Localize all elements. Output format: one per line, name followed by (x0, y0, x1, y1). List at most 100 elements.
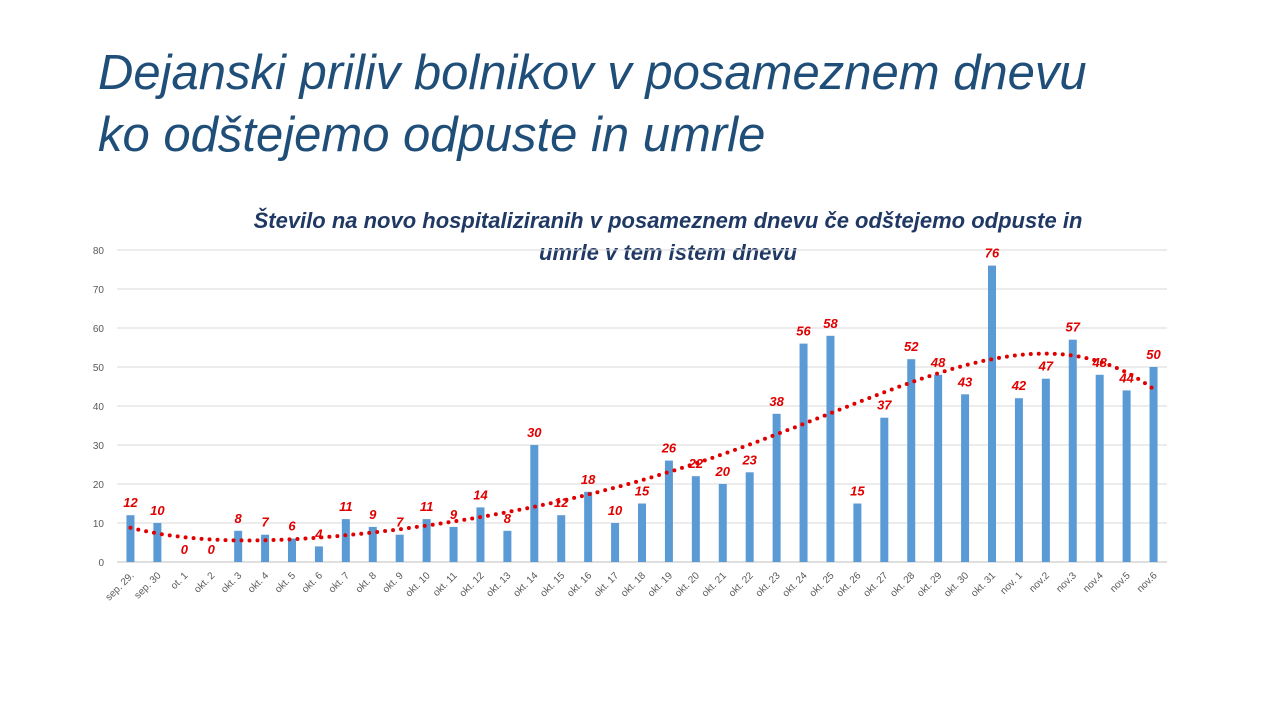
x-tick-label: okt. 6 (300, 570, 325, 595)
x-tick-label: okt. 31 (969, 570, 998, 599)
bar (584, 491, 593, 562)
y-tick-label: 30 (93, 441, 105, 452)
y-tick-label: 0 (98, 558, 104, 569)
data-label: 22 (688, 456, 704, 471)
data-label: 30 (527, 425, 542, 440)
x-tick-label: nov.4 (1081, 570, 1106, 595)
data-label: 0 (208, 542, 216, 557)
x-tick-label: okt. 22 (727, 570, 756, 599)
bar (153, 523, 162, 562)
chart-title-line-2: umrle v tem istem dnevu (539, 240, 797, 265)
y-tick-label: 40 (93, 402, 105, 413)
data-label: 8 (504, 511, 512, 526)
slide-title: Dejanski priliv bolnikov v posameznem dn… (98, 42, 1087, 166)
y-tick-label: 10 (93, 519, 105, 530)
data-label: 9 (450, 507, 458, 522)
bar (395, 534, 404, 562)
data-label: 50 (1146, 347, 1161, 362)
bar (745, 472, 754, 562)
data-label: 12 (554, 495, 569, 510)
x-tick-label: okt. 18 (619, 570, 648, 599)
x-tick-label: okt. 23 (754, 570, 783, 599)
x-tick-label: okt. 9 (381, 570, 406, 595)
x-tick-label: okt. 11 (431, 570, 460, 599)
data-label: 6 (288, 519, 296, 534)
bar (880, 417, 889, 562)
data-label: 15 (635, 484, 650, 499)
bar (234, 530, 243, 562)
bar (288, 538, 296, 562)
x-tick-label: nov.2 (1027, 570, 1052, 595)
x-tick-label: okt. 8 (354, 570, 379, 595)
data-label: 57 (1066, 320, 1081, 335)
bar (1068, 339, 1077, 562)
data-label: 8 (235, 511, 243, 526)
bar (476, 507, 485, 562)
data-label: 48 (1091, 355, 1107, 370)
data-label: 58 (823, 316, 838, 331)
bar (934, 374, 943, 562)
data-label: 12 (123, 495, 138, 510)
x-tick-label: nov.5 (1108, 570, 1133, 595)
x-tick-label: okt. 5 (273, 570, 298, 595)
data-label: 7 (396, 515, 404, 530)
bar (772, 413, 781, 562)
slide-title-line-2: ko odštejemo odpuste in umrle (98, 108, 766, 162)
x-tick-label: sep. 30 (133, 570, 164, 601)
x-tick-label: okt. 3 (219, 570, 244, 595)
y-tick-label: 50 (93, 363, 105, 374)
bar (557, 515, 566, 562)
data-label: 18 (581, 472, 596, 487)
slide-title-line-1: Dejanski priliv bolnikov v posameznem dn… (98, 46, 1087, 100)
data-label: 4 (314, 526, 323, 541)
data-label: 11 (339, 499, 353, 514)
chart-title: Število na novo hospitaliziranih v posam… (220, 205, 1116, 269)
data-label: 48 (930, 355, 946, 370)
bar (503, 530, 512, 562)
data-label: 10 (150, 503, 165, 518)
bar (1122, 390, 1131, 562)
x-tick-label: okt. 16 (565, 570, 594, 599)
x-tick-label: okt. 12 (458, 570, 487, 599)
data-label: 23 (741, 452, 757, 467)
data-label: 56 (796, 324, 811, 339)
x-tick-label: okt. 25 (808, 570, 837, 599)
data-label: 44 (1118, 370, 1134, 385)
x-tick-label: nov.3 (1054, 570, 1079, 595)
bar (1014, 398, 1023, 562)
data-label: 26 (661, 441, 677, 456)
bar (718, 484, 727, 562)
data-label: 14 (473, 487, 488, 502)
x-tick-label: nov. 1 (999, 570, 1026, 597)
bar (691, 476, 700, 562)
x-tick-label: okt. 28 (888, 570, 917, 599)
data-label: 9 (369, 507, 377, 522)
data-label: 52 (904, 339, 919, 354)
y-tick-label: 20 (93, 480, 105, 491)
x-tick-label: ot. 1 (169, 570, 191, 592)
bar (1149, 367, 1158, 562)
x-tick-label: okt. 19 (646, 570, 675, 599)
y-tick-label: 60 (93, 324, 105, 335)
y-tick-label: 70 (93, 285, 105, 296)
bar (314, 546, 323, 562)
x-tick-label: nov.6 (1135, 570, 1160, 595)
bar (664, 460, 673, 562)
x-tick-label: okt. 7 (327, 570, 352, 595)
data-label: 11 (420, 499, 434, 514)
data-label: 7 (261, 515, 269, 530)
bar (1095, 374, 1104, 562)
bar (1041, 378, 1050, 562)
bar (988, 265, 996, 562)
bar (611, 523, 620, 562)
x-tick-label: okt. 4 (246, 570, 271, 595)
chart-title-line-1: Število na novo hospitaliziranih v posam… (253, 208, 1083, 233)
x-tick-label: okt. 13 (484, 570, 513, 599)
x-tick-label: okt. 26 (834, 570, 863, 599)
bar (907, 359, 916, 562)
bar (422, 519, 431, 562)
x-tick-label: okt. 10 (404, 570, 433, 599)
bar (530, 445, 539, 562)
bar (638, 503, 646, 562)
x-tick-label: okt. 17 (592, 570, 621, 599)
